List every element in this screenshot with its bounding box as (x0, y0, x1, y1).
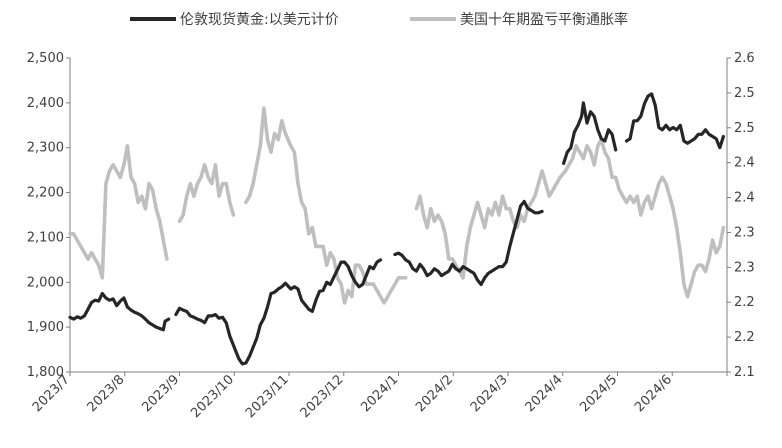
right-tick-label: 2.2 (734, 295, 755, 310)
x-tick-label: 2023/11 (243, 372, 292, 421)
right-tick-label: 2.3 (734, 225, 755, 240)
left-tick-label: 2,000 (27, 275, 64, 290)
right-tick-label: 2.4 (734, 191, 755, 206)
legend-label-gold: 伦敦现货黄金:以美元计价 (180, 11, 339, 28)
x-tick-label: 2024/2 (413, 372, 456, 415)
x-tick-label: 2024/5 (577, 372, 620, 415)
legend: 伦敦现货黄金:以美元计价 美国十年期盈亏平衡通胀率 (130, 11, 628, 28)
x-axis: 2023/7 2023/8 2023/9 2023/10 2023/11 2023/12 2… (30, 371, 728, 421)
right-tick-label: 2.1 (734, 365, 755, 380)
series-line-gold-price (68, 92, 725, 366)
x-tick-label: 2024/4 (523, 372, 566, 415)
left-tick-label: 2,400 (27, 96, 64, 111)
x-tick-label: 2023/12 (298, 372, 347, 421)
x-tick-label: 2024/3 (468, 372, 511, 415)
left-tick-label: 2,100 (27, 230, 64, 245)
left-tick-label: 1,900 (27, 320, 64, 335)
x-tick-label: 2023/10 (188, 372, 237, 421)
left-y-axis: 1,800 1,900 2,000 2,100 2,200 2,300 2,400 2,500 (27, 51, 71, 380)
x-tick-label: 2023/8 (85, 372, 128, 415)
series-line-breakeven-inflation (68, 106, 726, 305)
right-tick-label: 2.3 (734, 260, 755, 275)
left-tick-label: 1,800 (27, 365, 64, 380)
legend-label-breakeven: 美国十年期盈亏平衡通胀率 (460, 11, 628, 28)
right-tick-label: 2.2 (734, 330, 755, 345)
left-tick-label: 2,500 (27, 51, 64, 66)
right-tick-label: 2.5 (734, 121, 755, 136)
x-tick-label: 2023/9 (139, 372, 182, 415)
right-tick-label: 2.5 (734, 86, 755, 101)
x-tick-label: 2024/1 (358, 372, 401, 415)
plot-area (68, 92, 726, 366)
x-tick-label: 2024/6 (632, 372, 675, 415)
right-y-axis: 2.1 2.2 2.2 2.3 2.3 2.4 2.4 2.5 2.5 2.6 (726, 51, 755, 380)
right-tick-label: 2.6 (734, 51, 755, 66)
left-tick-label: 2,300 (27, 141, 64, 156)
right-tick-label: 2.4 (734, 156, 755, 171)
left-tick-label: 2,200 (27, 186, 64, 201)
